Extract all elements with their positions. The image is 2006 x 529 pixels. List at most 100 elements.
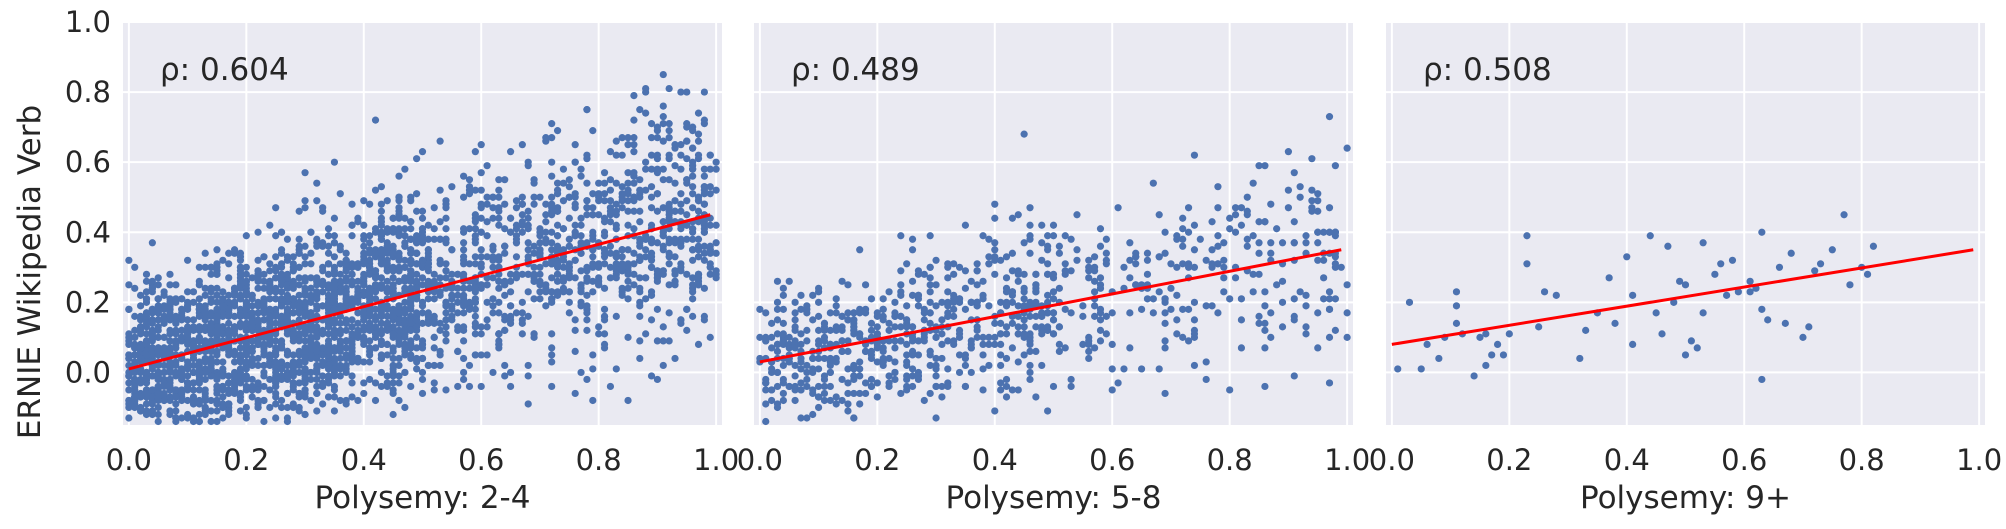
data-point bbox=[389, 249, 397, 257]
data-point bbox=[266, 221, 274, 229]
data-point bbox=[260, 270, 268, 278]
data-point bbox=[471, 312, 479, 320]
data-point bbox=[814, 403, 823, 412]
data-point bbox=[125, 256, 133, 264]
data-point bbox=[213, 400, 221, 408]
data-point bbox=[178, 295, 186, 303]
data-point bbox=[377, 214, 385, 222]
data-point bbox=[885, 382, 893, 391]
data-point bbox=[518, 228, 526, 236]
data-point bbox=[1067, 375, 1075, 384]
data-point bbox=[512, 204, 521, 212]
data-point bbox=[1038, 323, 1046, 331]
data-point bbox=[706, 165, 714, 173]
data-point bbox=[489, 274, 497, 282]
data-point bbox=[436, 186, 444, 194]
data-point bbox=[506, 319, 515, 327]
data-point bbox=[154, 274, 162, 282]
data-point bbox=[154, 375, 162, 384]
data-point bbox=[283, 330, 292, 338]
data-point bbox=[313, 323, 321, 331]
data-point bbox=[172, 414, 180, 422]
data-point bbox=[950, 298, 958, 306]
data-point bbox=[454, 347, 462, 356]
x-tick-label: 0.8 bbox=[576, 443, 622, 477]
data-point bbox=[436, 319, 444, 327]
data-point bbox=[624, 277, 632, 285]
data-point bbox=[1746, 288, 1754, 296]
data-point bbox=[383, 228, 391, 236]
data-point bbox=[1325, 333, 1334, 341]
y-tick-label: 0.0 bbox=[65, 355, 111, 389]
data-point bbox=[506, 270, 515, 278]
data-point bbox=[914, 351, 923, 359]
data-point bbox=[1775, 263, 1784, 271]
data-point bbox=[677, 267, 685, 275]
data-point bbox=[659, 218, 667, 226]
data-point bbox=[183, 323, 192, 331]
data-point bbox=[1646, 232, 1654, 240]
data-point bbox=[354, 396, 362, 405]
data-point bbox=[242, 291, 250, 299]
data-point bbox=[1149, 179, 1157, 187]
data-point bbox=[471, 253, 479, 261]
data-point bbox=[1096, 281, 1105, 289]
data-point bbox=[1314, 197, 1322, 205]
data-point bbox=[260, 277, 268, 285]
data-point bbox=[1049, 288, 1058, 296]
data-point bbox=[401, 309, 409, 317]
data-point bbox=[436, 326, 444, 334]
data-point bbox=[577, 288, 585, 296]
data-point bbox=[1231, 274, 1240, 282]
data-point bbox=[460, 246, 468, 254]
data-point bbox=[178, 389, 186, 398]
data-point bbox=[283, 312, 292, 320]
data-point bbox=[542, 134, 550, 142]
data-point bbox=[225, 305, 233, 313]
data-point bbox=[536, 270, 544, 278]
data-point bbox=[1261, 319, 1269, 327]
data-point bbox=[1243, 193, 1251, 201]
data-point bbox=[1237, 221, 1246, 229]
data-point bbox=[706, 333, 714, 341]
data-point bbox=[401, 326, 409, 334]
data-point bbox=[938, 340, 946, 348]
data-point bbox=[856, 246, 864, 254]
data-point bbox=[773, 316, 782, 324]
data-point bbox=[803, 414, 811, 422]
data-point bbox=[1320, 228, 1328, 236]
data-point bbox=[454, 284, 462, 292]
data-point bbox=[313, 295, 321, 303]
data-point bbox=[677, 200, 685, 208]
data-point bbox=[1055, 242, 1063, 250]
data-point bbox=[424, 260, 432, 268]
data-point bbox=[389, 386, 397, 394]
data-point bbox=[1652, 309, 1660, 317]
y-axis-label: ERNIE Wikipedia Verb bbox=[12, 105, 48, 439]
data-point bbox=[366, 309, 374, 317]
data-point bbox=[160, 389, 168, 398]
data-point bbox=[826, 396, 834, 405]
data-point bbox=[1417, 365, 1425, 373]
data-point bbox=[803, 361, 811, 370]
data-point bbox=[908, 246, 917, 254]
data-point bbox=[542, 218, 550, 226]
data-point bbox=[1711, 270, 1719, 278]
data-point bbox=[700, 228, 708, 236]
data-point bbox=[178, 326, 186, 334]
data-point bbox=[178, 309, 186, 317]
data-point bbox=[1220, 263, 1228, 271]
data-point bbox=[154, 403, 162, 412]
data-point bbox=[885, 354, 893, 363]
data-point bbox=[589, 190, 597, 198]
data-point bbox=[903, 323, 911, 331]
data-point bbox=[1008, 298, 1016, 306]
data-point bbox=[885, 288, 893, 296]
data-point bbox=[236, 249, 245, 257]
data-point bbox=[814, 340, 823, 348]
data-point bbox=[856, 333, 864, 341]
data-point bbox=[225, 312, 233, 320]
data-point bbox=[624, 246, 632, 254]
data-point bbox=[659, 232, 667, 240]
data-point bbox=[330, 270, 339, 278]
